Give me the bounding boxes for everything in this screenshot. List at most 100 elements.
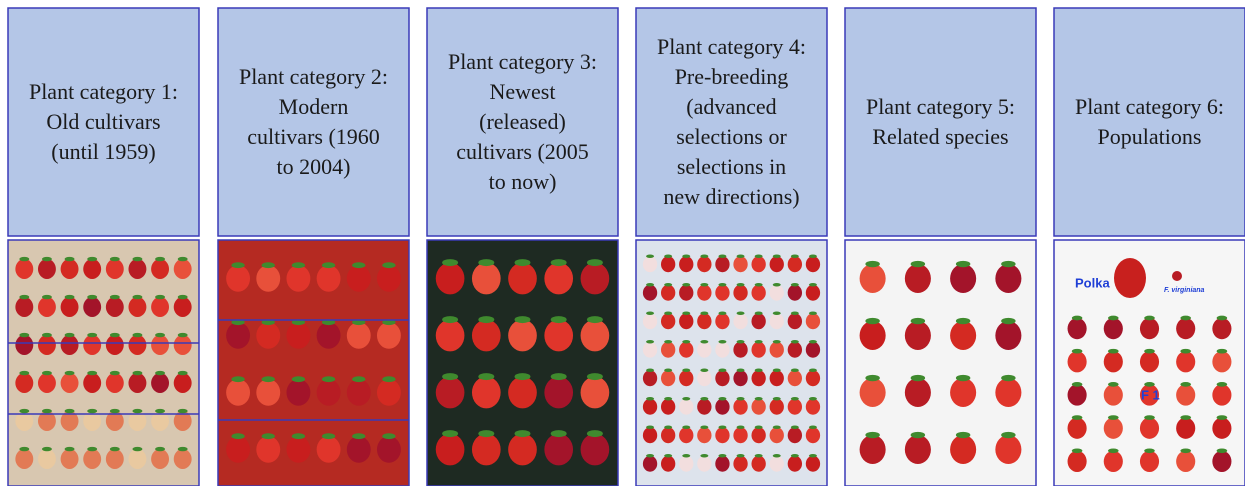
strawberry-leaf: [178, 409, 188, 413]
strawberry: [715, 342, 729, 358]
strawberry: [697, 342, 711, 358]
strawberry-leaf: [809, 312, 817, 316]
strawberry-leaf: [911, 318, 925, 324]
strawberry: [472, 377, 501, 409]
strawberry-leaf: [646, 454, 654, 458]
strawberry-leaf: [87, 447, 97, 451]
strawberry-leaf: [956, 261, 970, 267]
strawberry-leaf: [664, 369, 672, 373]
strawberry-leaf: [87, 409, 97, 413]
strawberry: [1212, 384, 1231, 405]
strawberry: [508, 320, 537, 352]
strawberry-leaf: [700, 397, 708, 401]
strawberry: [544, 377, 573, 409]
strawberry-leaf: [1180, 349, 1191, 354]
strawberry: [151, 449, 169, 469]
strawberry-leaf: [646, 283, 654, 287]
strawberry-leaf: [755, 255, 763, 259]
strawberry-leaf: [87, 371, 97, 375]
strawberry: [317, 379, 341, 406]
strawberry: [661, 427, 675, 443]
strawberry: [436, 263, 465, 295]
strawberry-leaf: [664, 340, 672, 344]
strawberry: [643, 285, 657, 301]
strawberry-leaf: [110, 257, 120, 261]
strawberry: [15, 297, 33, 317]
strawberry-leaf: [19, 295, 29, 299]
strawberry-leaf: [1144, 415, 1155, 420]
photo-label: F 1: [1141, 387, 1160, 402]
strawberry: [1140, 351, 1159, 372]
strawberry: [995, 264, 1021, 293]
strawberry: [106, 259, 124, 279]
strawberry-leaf: [587, 316, 603, 323]
strawberry-leaf: [515, 316, 531, 323]
strawberry-leaf: [1217, 448, 1228, 453]
strawberry: [83, 335, 101, 355]
strawberry: [661, 456, 675, 472]
strawberry-leaf: [110, 333, 120, 337]
strawberry-leaf: [292, 262, 305, 268]
strawberry: [733, 370, 747, 386]
strawberry: [1140, 318, 1159, 339]
strawberry: [106, 373, 124, 393]
strawberry: [38, 449, 56, 469]
strawberry: [436, 320, 465, 352]
strawberry: [1104, 451, 1123, 472]
strawberry-leaf: [718, 255, 726, 259]
strawberry: [679, 285, 693, 301]
strawberry: [751, 256, 765, 272]
strawberry: [581, 320, 610, 352]
strawberry-leaf: [682, 426, 690, 430]
strawberry: [472, 263, 501, 295]
strawberry-leaf: [791, 426, 799, 430]
strawberry: [715, 370, 729, 386]
strawberry-leaf: [1072, 448, 1083, 453]
strawberry-leaf: [646, 369, 654, 373]
category-label: cultivars (1960: [247, 124, 380, 149]
strawberry: [151, 373, 169, 393]
strawberry-leaf: [478, 316, 494, 323]
strawberry-leaf: [65, 371, 75, 375]
strawberry-leaf: [718, 283, 726, 287]
strawberry: [697, 285, 711, 301]
strawberry-leaf: [87, 295, 97, 299]
strawberry: [1114, 258, 1146, 298]
strawberry: [1104, 351, 1123, 372]
strawberry: [751, 342, 765, 358]
strawberry: [377, 322, 401, 349]
strawberry-leaf: [809, 369, 817, 373]
strawberry-leaf: [755, 426, 763, 430]
strawberry-leaf: [551, 259, 567, 266]
strawberry-leaf: [178, 257, 188, 261]
strawberry: [697, 456, 711, 472]
strawberry-leaf: [178, 371, 188, 375]
strawberry-leaf: [646, 340, 654, 344]
strawberry: [1068, 418, 1087, 439]
strawberry: [715, 427, 729, 443]
strawberry: [1104, 318, 1123, 339]
strawberry: [128, 297, 146, 317]
strawberry-leaf: [700, 426, 708, 430]
strawberry-leaf: [262, 376, 275, 382]
strawberry: [1068, 384, 1087, 405]
strawberry-leaf: [865, 261, 879, 267]
strawberry-leaf: [1072, 349, 1083, 354]
strawberry: [286, 379, 310, 406]
strawberry-leaf: [773, 454, 781, 458]
strawberry-leaf: [718, 312, 726, 316]
strawberry: [347, 265, 371, 292]
strawberry-leaf: [442, 430, 458, 437]
strawberry: [679, 313, 693, 329]
strawberry-leaf: [1001, 261, 1015, 267]
strawberry: [679, 427, 693, 443]
strawberry-leaf: [42, 447, 52, 451]
strawberry: [286, 322, 310, 349]
strawberry: [905, 435, 931, 464]
strawberry-leaf: [442, 259, 458, 266]
strawberry: [643, 256, 657, 272]
strawberry: [661, 399, 675, 415]
strawberry: [770, 256, 784, 272]
strawberry: [733, 313, 747, 329]
strawberry-leaf: [1108, 448, 1119, 453]
